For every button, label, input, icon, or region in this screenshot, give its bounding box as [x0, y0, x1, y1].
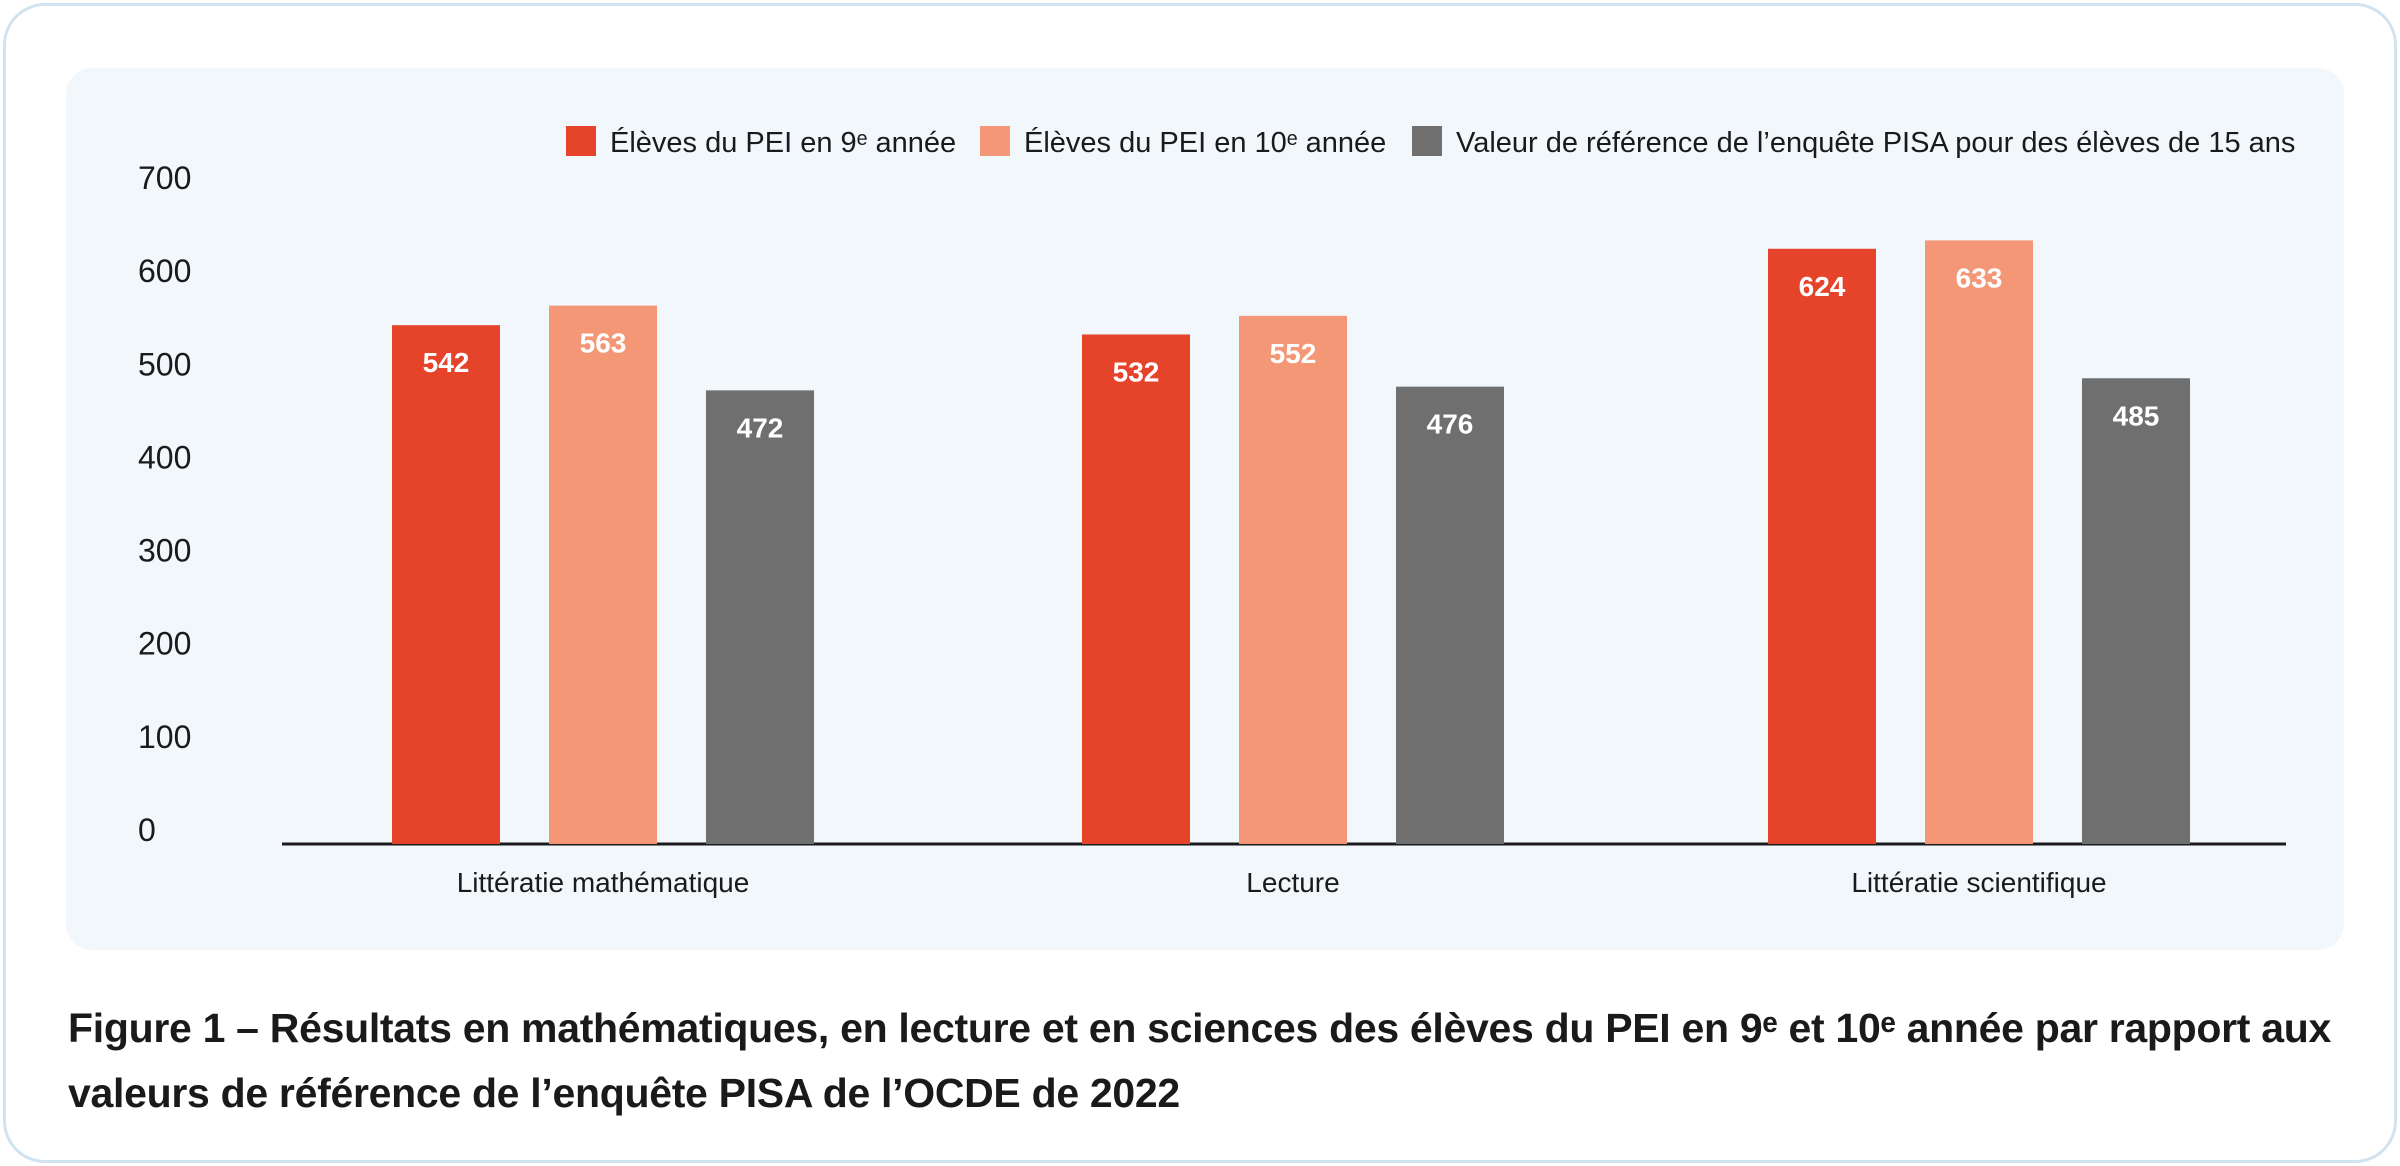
y-tick-label: 200	[138, 626, 191, 662]
data-label: 476	[1427, 409, 1474, 440]
data-label: 532	[1113, 356, 1160, 387]
bar-pisa	[1396, 386, 1504, 844]
bar-grade10	[1239, 315, 1347, 844]
bar-grade10	[1925, 240, 2033, 845]
x-category-label: Lecture	[1246, 867, 1339, 898]
data-label: 472	[737, 412, 784, 443]
bar-grade9	[1768, 248, 1876, 844]
legend-label: Élèves du PEI en 9ᵉ année	[610, 126, 956, 159]
y-tick-label: 700	[138, 160, 191, 196]
bar-pisa	[706, 390, 814, 844]
bar-grade10	[549, 305, 657, 844]
y-tick-label: 0	[138, 812, 156, 848]
x-category-label: Littératie scientifique	[1851, 867, 2106, 898]
data-label: 485	[2113, 400, 2160, 431]
x-category-label: Littératie mathématique	[457, 867, 750, 898]
legend-label: Élèves du PEI en 10ᵉ année	[1024, 126, 1386, 159]
y-tick-label: 400	[138, 439, 191, 475]
y-tick-label: 600	[138, 253, 191, 289]
data-label: 633	[1956, 262, 2003, 293]
data-label: 552	[1270, 338, 1317, 369]
bar-pisa	[2082, 378, 2190, 844]
chart-panel: 0 100 200 300 400 500 600 700 542 563 472 Littérati…	[66, 68, 2344, 950]
y-tick-label: 100	[138, 719, 191, 755]
y-tick-label: 300	[138, 533, 191, 569]
legend-entry: Élèves du PEI en 9ᵉ année	[566, 126, 956, 159]
bar-grade9	[1082, 334, 1190, 844]
data-label: 563	[580, 328, 627, 359]
legend-swatch	[566, 126, 596, 156]
legend-swatch	[980, 126, 1010, 156]
legend-entry: Valeur de référence de l’enquête PISA po…	[1412, 126, 2295, 159]
figure-caption: Figure 1 – Résultats en mathématiques, e…	[68, 1005, 2332, 1116]
data-label: 624	[1799, 271, 1846, 302]
bar-grade9	[392, 325, 500, 844]
y-tick-label: 500	[138, 346, 191, 382]
data-label: 542	[423, 347, 470, 378]
legend-swatch	[1412, 126, 1442, 156]
figure-frame: 0 100 200 300 400 500 600 700 542 563 472 Littérati…	[3, 3, 2397, 1163]
bar-chart: 0 100 200 300 400 500 600 700 542 563 472 Littérati…	[138, 126, 2295, 898]
legend-entry: Élèves du PEI en 10ᵉ année	[980, 126, 1386, 159]
legend-label: Valeur de référence de l’enquête PISA po…	[1456, 127, 2295, 159]
